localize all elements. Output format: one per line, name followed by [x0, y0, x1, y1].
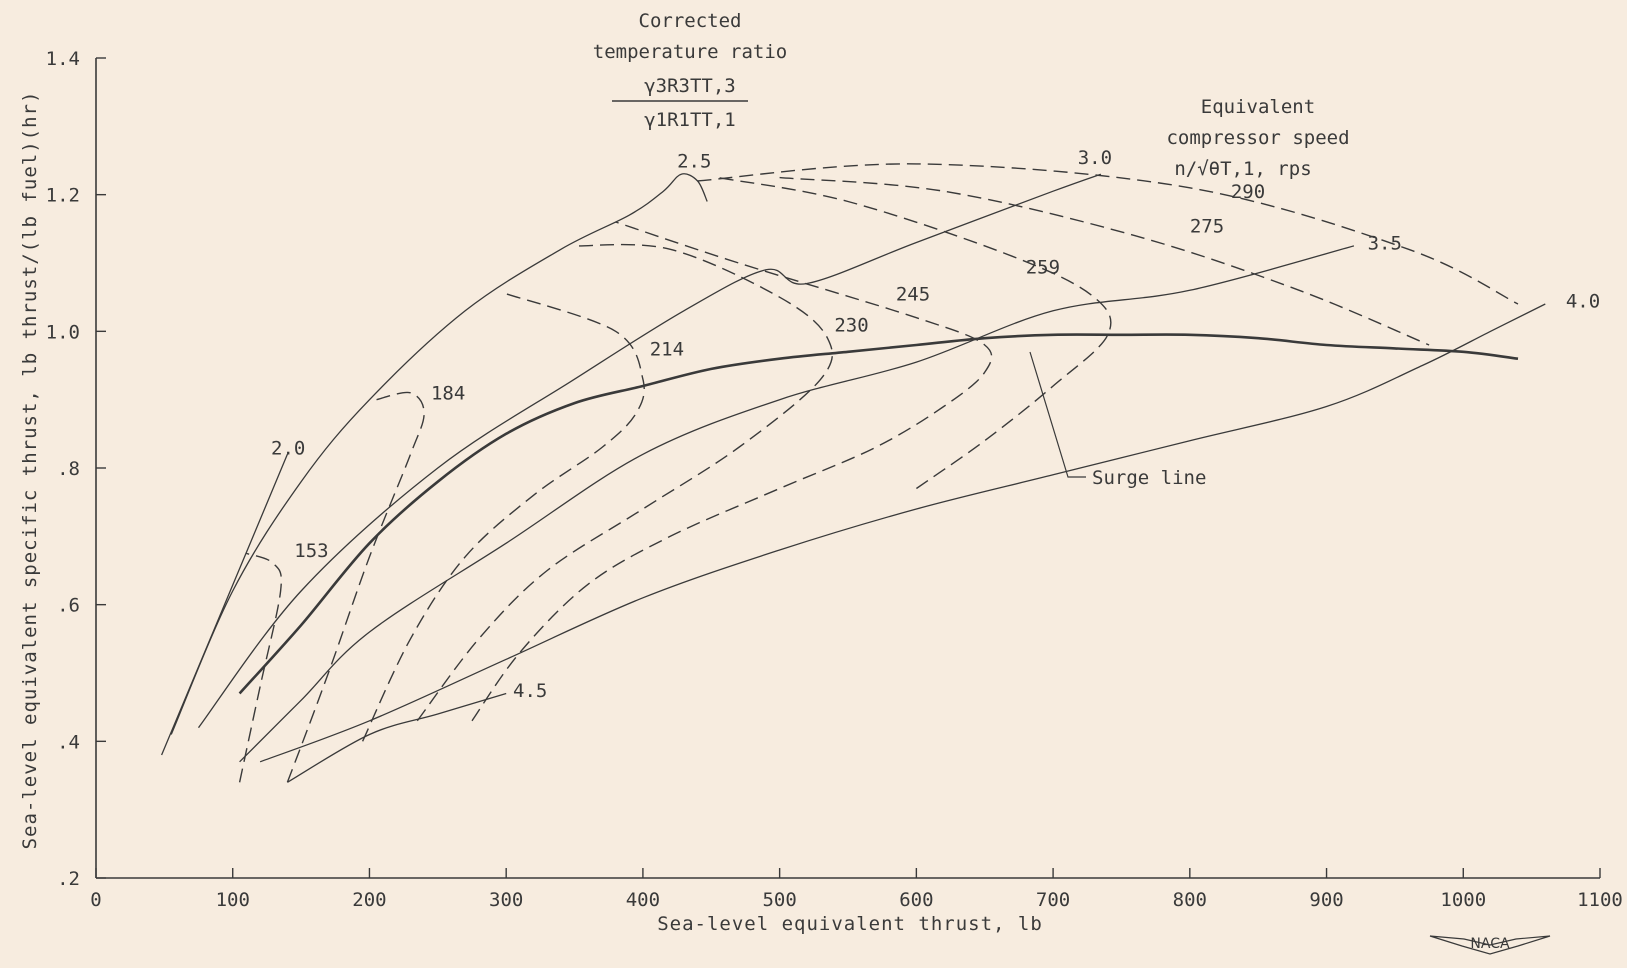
- speed-title-line1: Equivalent: [1201, 96, 1315, 118]
- speed-curve-275: [779, 176, 1430, 346]
- temperature-ratio-label-4.5: 4.5: [513, 680, 547, 702]
- y-tick-label: 1.4: [46, 48, 80, 70]
- temperature-ratio-curve-4.0: [259, 303, 1546, 763]
- x-tick-label: 700: [1036, 889, 1070, 911]
- speed-label-184: 184: [431, 383, 465, 405]
- temperature-denominator: γ1R1TT,1: [644, 109, 736, 131]
- speed-label-153: 153: [294, 540, 328, 562]
- temperature-numerator: γ3R3TT,3: [644, 75, 736, 97]
- y-tick-label: .6: [57, 595, 80, 617]
- speed-curve-184: [286, 391, 425, 783]
- temperature-ratio-labels: 2.0 2.5 3.0 3.5 4.0 4.5: [271, 147, 1600, 702]
- naca-logo: NACA: [1429, 935, 1551, 955]
- x-tick-label: 600: [899, 889, 933, 911]
- speed-label-245: 245: [896, 284, 930, 306]
- surge-line-label: Surge line: [1092, 467, 1206, 489]
- temperature-ratio-label-2.5: 2.5: [677, 150, 711, 172]
- temperature-title-line1: Corrected: [639, 10, 742, 32]
- speed-title-line3: n/√θT,1, rps: [1174, 158, 1311, 180]
- speed-curve-153: [238, 552, 282, 783]
- speed-label-230: 230: [834, 314, 868, 336]
- speed-curve-290: [697, 163, 1519, 305]
- x-tick-label: 0: [90, 889, 101, 911]
- x-axis-label: Sea-level equivalent thrust, lb: [657, 913, 1043, 935]
- temperature-ratio-title: Corrected temperature ratio γ3R3TT,3 γ1R…: [593, 10, 787, 131]
- temperature-ratio-label-3.5: 3.5: [1368, 232, 1402, 254]
- temperature-ratio-curve-2.0: [161, 454, 288, 756]
- x-tick-label: 1000: [1440, 889, 1486, 911]
- naca-wings: [1429, 935, 1551, 955]
- speed-curves: [238, 163, 1519, 783]
- axes: .2 .4 .6 .8 1.0 1.2 1.4 0 100 200 300 400 500 600 700…: [46, 48, 1623, 911]
- x-tick-label: 800: [1173, 889, 1207, 911]
- x-tick-label: 100: [216, 889, 250, 911]
- speed-label-259: 259: [1026, 256, 1060, 278]
- y-tick-label: .4: [57, 731, 80, 753]
- y-tick-label: 1.0: [46, 321, 80, 343]
- speed-label-290: 290: [1231, 181, 1265, 203]
- temperature-ratio-label-3.0: 3.0: [1078, 147, 1112, 169]
- temperature-title-line2: temperature ratio: [593, 41, 787, 63]
- x-tick-label: 900: [1309, 889, 1343, 911]
- speed-label-275: 275: [1190, 215, 1224, 237]
- x-tick-label: 200: [352, 889, 386, 911]
- speed-curve-230: [416, 243, 833, 722]
- y-ticks: .2 .4 .6 .8 1.0 1.2 1.4: [46, 48, 106, 890]
- speed-title-line2: compressor speed: [1166, 127, 1349, 149]
- temperature-ratio-curve-2.5: [170, 173, 708, 735]
- speed-curve-214: [361, 293, 645, 742]
- speed-label-214: 214: [650, 338, 684, 360]
- naca-logo-text: NACA: [1470, 936, 1510, 952]
- temperature-ratio-curve-3.0: [197, 173, 1102, 729]
- y-axis-label: Sea-level equivalent specific thrust, lb…: [19, 91, 41, 850]
- x-tick-label: 500: [762, 889, 796, 911]
- surge-leader-line: [1029, 351, 1086, 478]
- x-ticks: 0 100 200 300 400 500 600 700 800 900 1000 1100: [90, 868, 1623, 911]
- y-tick-label: 1.2: [46, 185, 80, 207]
- temperature-ratio-curve-3.5: [239, 245, 1355, 763]
- temperature-ratio-curve-4.5: [287, 692, 507, 783]
- speed-labels: 153 184 214 230 245 259 275 290: [294, 181, 1265, 562]
- speed-curve-259: [717, 176, 1112, 490]
- x-tick-label: 1100: [1577, 889, 1623, 911]
- speed-curve-245: [471, 221, 993, 722]
- temperature-ratio-label-4.0: 4.0: [1566, 290, 1600, 312]
- x-tick-label: 300: [489, 889, 523, 911]
- surge-line: [238, 333, 1519, 695]
- y-tick-label: .2: [57, 868, 80, 890]
- temperature-ratio-curves: [161, 173, 1546, 783]
- x-tick-label: 400: [626, 889, 660, 911]
- y-tick-label: .8: [57, 458, 80, 480]
- temperature-ratio-label-2.0: 2.0: [271, 437, 305, 459]
- speed-title: Equivalent compressor speed n/√θT,1, rps: [1166, 96, 1349, 180]
